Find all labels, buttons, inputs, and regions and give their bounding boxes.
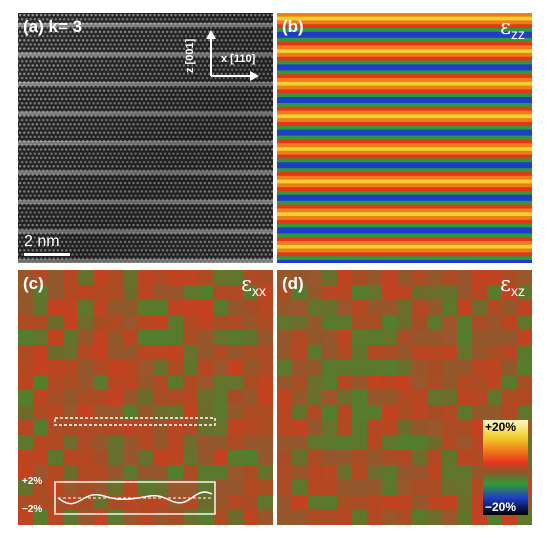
epsilon-xz-symbol: εxz: [500, 272, 525, 300]
profile-curve: [57, 491, 213, 505]
panel-a-label: (a) k= 3: [23, 17, 83, 36]
scale-bar-label: 2 nm: [24, 233, 60, 250]
axis-arrows: [206, 30, 259, 81]
colorbar-min-label: −20%: [485, 500, 517, 514]
epsilon-xx-symbol: εxx: [241, 272, 266, 300]
profile-region-box: [54, 417, 216, 426]
z-axis-label: z [001]: [184, 38, 196, 73]
profile-bottom-label: −2%: [22, 504, 43, 515]
colorbar: [483, 420, 528, 515]
panel-c-label: (c): [23, 274, 44, 293]
strain-map-xx: [18, 270, 273, 525]
strain-map-xz: [277, 270, 532, 525]
profile-top-label: +2%: [22, 476, 43, 487]
strain-map-xx-panel: (c) εxx +2% −2%: [18, 270, 273, 525]
lattice-image: [18, 13, 273, 263]
scale-bar: [24, 253, 70, 256]
strain-map-zz: [277, 13, 532, 263]
colorbar-max-label: +20%: [485, 420, 517, 434]
panel-d-label: (d): [282, 274, 304, 293]
x-axis-label: x [110]: [221, 53, 256, 65]
strain-map-xz-panel: (d) εxz +20% −20%: [277, 270, 532, 525]
epsilon-zz-symbol: εzz: [500, 15, 525, 43]
profile-inset-box: [54, 481, 216, 515]
haadf-image-panel: (a) k= 3 2 nm z [001] x [110]: [18, 13, 273, 263]
panel-b-label: (b): [282, 17, 304, 36]
strain-map-zz-panel: (b) εzz: [277, 13, 532, 263]
